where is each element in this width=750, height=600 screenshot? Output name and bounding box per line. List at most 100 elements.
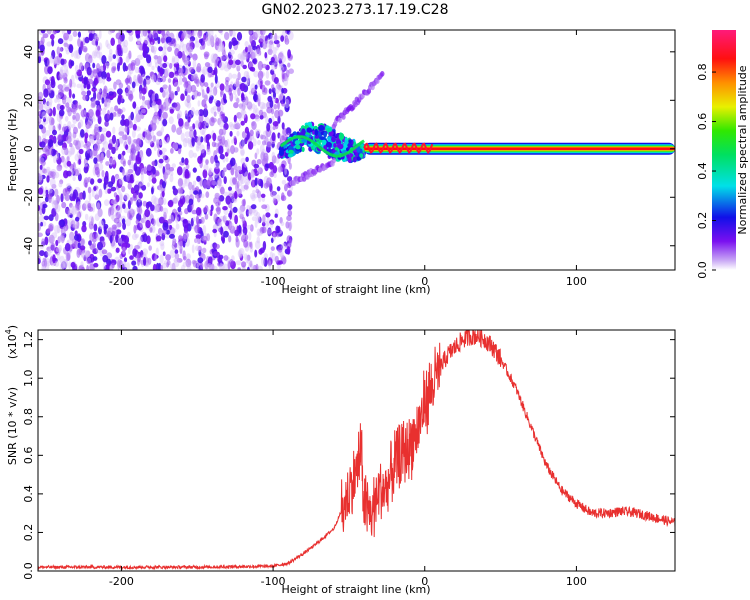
noise-speckle <box>47 58 50 68</box>
onset-speckle <box>325 141 332 148</box>
noise-speckle <box>60 261 67 270</box>
noise-speckle <box>67 209 73 216</box>
noise-speckle <box>117 88 123 95</box>
snr-x-axis-label: Height of straight line (km) <box>281 583 430 596</box>
noise-speckle <box>57 253 61 261</box>
noise-speckle <box>171 262 176 270</box>
noise-speckle <box>182 250 186 260</box>
noise-speckle <box>115 247 120 253</box>
noise-speckle <box>134 245 141 250</box>
noise-speckle <box>41 260 46 267</box>
noise-speckle <box>238 224 242 234</box>
noise-speckle <box>142 217 147 224</box>
noise-speckle <box>154 203 159 212</box>
noise-speckle <box>241 139 245 148</box>
noise-speckle <box>86 66 92 76</box>
noise-speckle <box>46 249 51 257</box>
noise-speckle <box>186 69 190 75</box>
noise-speckle <box>251 103 256 110</box>
noise-speckle <box>196 140 201 149</box>
noise-speckle <box>72 106 77 115</box>
noise-speckle <box>46 30 52 35</box>
noise-speckle <box>42 168 48 174</box>
noise-speckle <box>224 31 230 41</box>
noise-speckle <box>176 214 181 222</box>
noise-speckle <box>106 188 112 194</box>
noise-speckle <box>207 66 213 74</box>
noise-speckle <box>208 167 213 176</box>
noise-speckle <box>113 217 120 224</box>
noise-speckle <box>152 30 158 39</box>
noise-speckle <box>184 121 190 130</box>
noise-speckle <box>74 234 80 241</box>
noise-speckle <box>238 247 245 257</box>
noise-speckle <box>268 260 272 270</box>
noise-speckle <box>145 219 151 229</box>
noise-speckle <box>274 109 280 119</box>
noise-speckle <box>122 222 126 230</box>
noise-speckle <box>51 207 57 217</box>
noise-speckle <box>172 188 178 196</box>
noise-speckle <box>272 125 276 131</box>
noise-speckle <box>194 194 201 199</box>
noise-speckle <box>268 88 272 95</box>
noise-speckle <box>210 155 215 164</box>
noise-speckle <box>171 57 175 66</box>
noise-speckle <box>84 250 89 258</box>
noise-speckle <box>223 215 227 224</box>
noise-speckle <box>81 90 87 96</box>
noise-speckle <box>168 71 175 79</box>
noise-speckle <box>183 59 189 66</box>
noise-speckle <box>237 71 241 81</box>
noise-speckle <box>230 157 236 167</box>
noise-speckle <box>51 49 56 60</box>
noise-speckle <box>242 198 246 207</box>
noise-speckle <box>58 88 64 98</box>
noise-speckle <box>121 168 125 176</box>
noise-speckle <box>182 138 188 148</box>
noise-speckle <box>50 171 56 177</box>
noise-speckle <box>128 35 134 42</box>
noise-speckle <box>123 235 130 245</box>
noise-speckle <box>193 129 197 138</box>
noise-speckle <box>215 37 220 47</box>
noise-speckle <box>223 225 229 231</box>
noise-speckle <box>171 163 176 168</box>
noise-speckle <box>158 158 164 164</box>
noise-speckle <box>142 233 148 243</box>
noise-speckle <box>240 106 245 116</box>
noise-speckle <box>254 104 258 114</box>
noise-speckle <box>47 188 53 194</box>
noise-speckle <box>245 74 251 83</box>
noise-speckle <box>257 139 261 146</box>
noise-speckle <box>40 221 43 227</box>
noise-speckle <box>178 31 182 39</box>
noise-speckle <box>105 98 111 106</box>
noise-speckle <box>281 87 284 94</box>
noise-speckle <box>247 259 253 265</box>
noise-speckle <box>130 173 134 182</box>
noise-speckle <box>217 196 221 206</box>
noise-speckle <box>226 163 232 170</box>
noise-speckle <box>102 141 109 150</box>
noise-speckle <box>217 118 222 126</box>
noise-speckle <box>251 216 257 222</box>
noise-speckle <box>254 177 258 186</box>
noise-speckle <box>278 93 283 101</box>
carrier-wiggle <box>363 142 434 154</box>
noise-speckle <box>52 106 56 117</box>
noise-speckle <box>38 135 42 143</box>
noise-speckle <box>214 192 220 200</box>
noise-speckle <box>130 144 135 152</box>
noise-speckle <box>108 55 112 63</box>
noise-speckle <box>142 73 145 79</box>
noise-speckle <box>204 103 208 111</box>
noise-speckle <box>74 153 79 162</box>
noise-speckle <box>231 177 238 185</box>
noise-speckle <box>118 177 124 185</box>
noise-speckle <box>202 108 209 118</box>
noise-speckle <box>55 56 61 65</box>
noise-speckle <box>98 226 102 235</box>
noise-speckle <box>157 73 161 81</box>
noise-speckle <box>245 156 249 163</box>
